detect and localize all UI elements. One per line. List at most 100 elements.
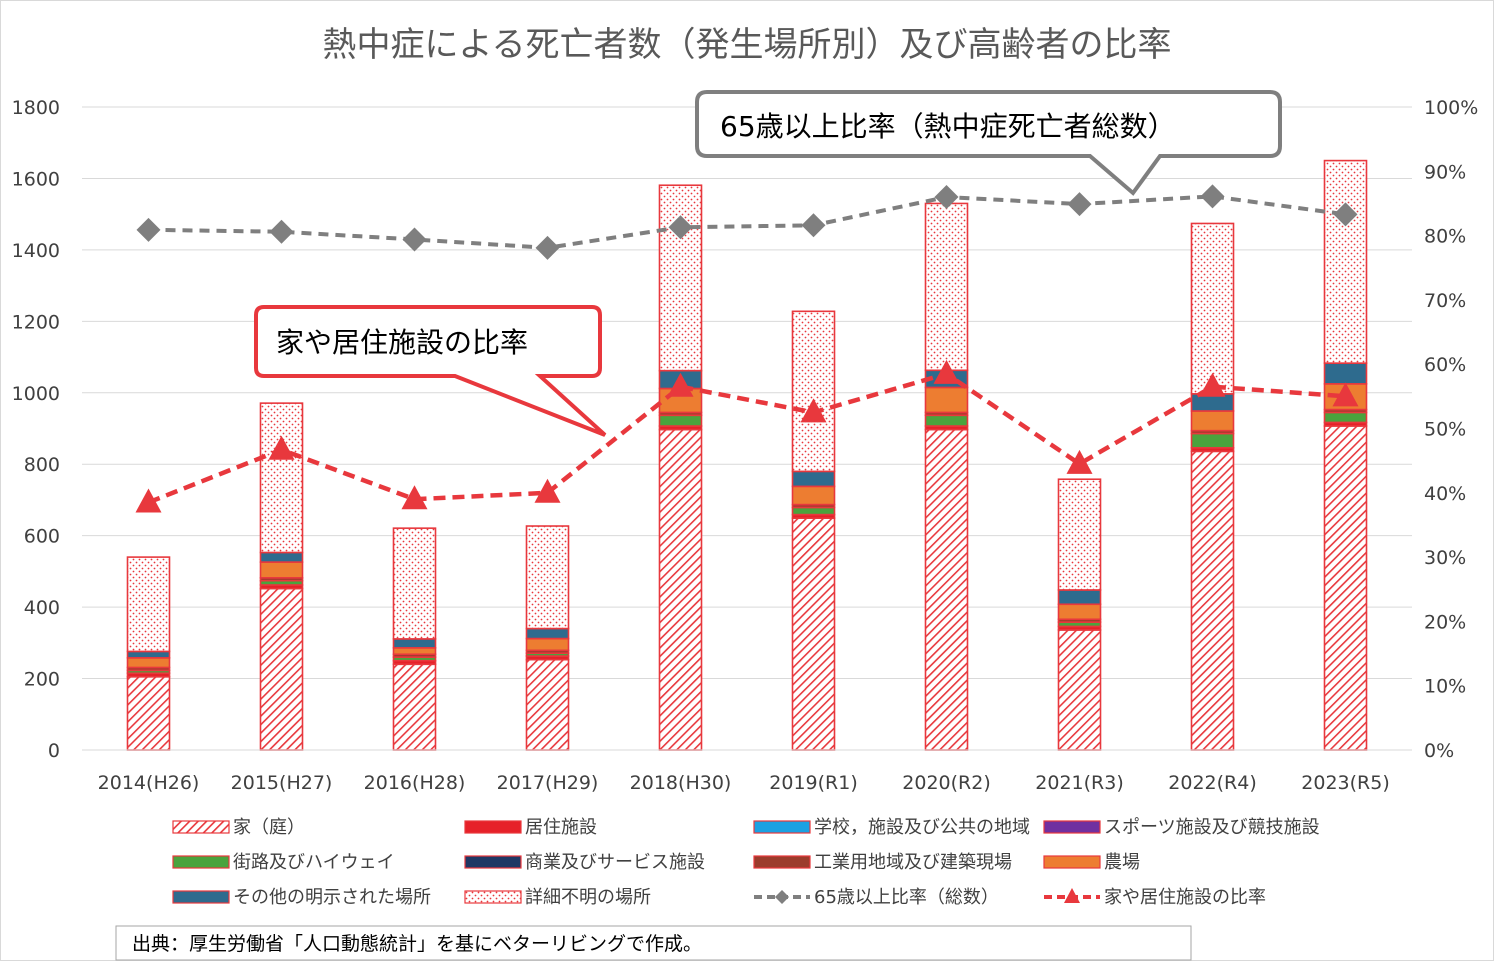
- bar-segment: [924, 414, 969, 427]
- y-tick-label: 1200: [12, 311, 60, 333]
- bar-segment: [1190, 222, 1235, 395]
- home-ratio-marker: [1066, 449, 1093, 474]
- y-tick-label: 1000: [12, 383, 60, 405]
- legend-item: 詳細不明の場所: [464, 887, 651, 908]
- bar-segment: [658, 184, 703, 372]
- home-ratio-line: [147, 371, 1346, 505]
- bar-segment: [1190, 410, 1235, 432]
- legend-swatch: [753, 855, 811, 869]
- y-tick-label: 1600: [12, 168, 60, 190]
- home-ratio-marker: [800, 398, 827, 423]
- legend-swatch: [172, 890, 230, 904]
- y2-tick-label: 70%: [1424, 290, 1466, 312]
- bar-segment: [259, 402, 304, 554]
- bar-segment: [791, 310, 836, 473]
- home-ratio-marker: [1332, 382, 1359, 407]
- home-ratio-marker: [401, 485, 428, 510]
- legend-swatch: [1043, 855, 1101, 869]
- x-tick-label: 2020(R2): [902, 772, 990, 794]
- legend-item: 居住施設: [464, 817, 597, 838]
- y-tick-label: 200: [24, 669, 60, 691]
- legend-item: 工業用地域及び建築現場: [753, 852, 1012, 873]
- legend-swatch: [1043, 820, 1101, 834]
- legend-label: 工業用地域及び建築現場: [814, 852, 1012, 873]
- y-tick-label: 600: [24, 526, 60, 548]
- legend-item: スポーツ施設及び競技施設: [1043, 817, 1320, 838]
- bar-segment: [525, 627, 570, 640]
- callout-home-ratio: 家や居住施設の比率: [254, 305, 607, 437]
- bar-segment: [525, 525, 570, 630]
- legend-label: 家や居住施設の比率: [1104, 887, 1266, 908]
- x-tick-label: 2021(R3): [1035, 772, 1123, 794]
- legend-triangle-marker: [1064, 888, 1080, 903]
- bar-segment: [1057, 629, 1102, 751]
- legend-label: 居住施設: [525, 817, 597, 838]
- bar-segment: [392, 647, 437, 656]
- y2-tick-label: 40%: [1424, 483, 1466, 505]
- legend-item: その他の明示された場所: [172, 887, 431, 908]
- elderly-ratio-marker: [1200, 184, 1225, 209]
- y2-tick-label: 20%: [1424, 611, 1466, 633]
- x-tick-label: 2019(R1): [769, 772, 857, 794]
- bar-segment: [791, 485, 836, 506]
- callout-home-ratio-text: 家や居住施設の比率: [276, 326, 528, 359]
- y-tick-label: 1400: [12, 240, 60, 262]
- bar-segment: [392, 527, 437, 640]
- x-tick-label: 2015(H27): [231, 772, 333, 794]
- legend-item: 街路及びハイウェイ: [172, 852, 395, 873]
- bar-segment: [1190, 450, 1235, 751]
- elderly-ratio-marker: [535, 235, 560, 260]
- legend-item: 65歳以上比率（総数）: [754, 887, 999, 908]
- bar-segment: [1323, 411, 1368, 424]
- legend-label: 農場: [1104, 852, 1140, 873]
- ratio-lines: [135, 184, 1359, 513]
- x-tick-label: 2016(H28): [364, 772, 466, 794]
- bar-segment: [525, 658, 570, 751]
- bar-segment: [126, 657, 171, 669]
- legend-swatch: [753, 820, 811, 834]
- bar-segment: [259, 551, 304, 563]
- y2-tick-label: 100%: [1424, 97, 1478, 119]
- legend-label: 家（庭）: [233, 817, 305, 838]
- x-tick-label: 2018(H30): [630, 772, 732, 794]
- bar-segment: [1057, 589, 1102, 606]
- y2-tick-label: 0%: [1424, 740, 1454, 762]
- legend-item: 学校，施設及び公共の地域: [753, 817, 1030, 838]
- bar-segment: [791, 506, 836, 516]
- y-tick-label: 800: [24, 454, 60, 476]
- bar-segment: [924, 428, 969, 751]
- elderly-ratio-marker: [136, 217, 161, 242]
- elderly-ratio-marker: [801, 213, 826, 238]
- y2-tick-label: 30%: [1424, 547, 1466, 569]
- bar-segment: [1057, 478, 1102, 591]
- bar-segment: [126, 556, 171, 653]
- bar-segment: [924, 386, 969, 414]
- y-axis-left: 0 200 400 600 800 1000 1200 1400 1600 1800: [12, 97, 60, 762]
- bar-segment: [259, 561, 304, 579]
- source-note: 出典：厚生労働省「人口動態統計」を基にベターリビングで作成。: [132, 933, 702, 955]
- chart-title: 熱中症による死亡者数（発生場所別）及び高齢者の比率: [323, 25, 1172, 65]
- home-ratio-marker: [268, 435, 295, 460]
- y2-tick-label: 10%: [1424, 676, 1466, 698]
- y-axis-right: 0% 10% 20% 30% 40% 50% 60% 70% 80% 90% 100%: [1424, 97, 1478, 762]
- legend-swatch: [464, 890, 522, 904]
- x-tick-label: 2023(R5): [1301, 772, 1389, 794]
- callout-elderly-ratio: 65歳以上比率（熱中症死亡者総数）: [695, 90, 1282, 196]
- elderly-ratio-marker: [668, 215, 693, 240]
- bar-segment: [392, 638, 437, 649]
- legend-diamond-marker: [775, 890, 789, 904]
- elderly-ratio-marker: [1333, 202, 1358, 227]
- legend-label: 学校，施設及び公共の地域: [814, 817, 1030, 838]
- y-tick-label: 1800: [12, 97, 60, 119]
- home-ratio-marker: [667, 372, 694, 397]
- legend-label: スポーツ施設及び競技施設: [1104, 817, 1320, 838]
- bar-segment: [259, 587, 304, 751]
- home-ratio-marker: [933, 359, 960, 384]
- legend-item: 家や居住施設の比率: [1044, 887, 1266, 908]
- legend-label: その他の明示された場所: [233, 887, 431, 908]
- bar-segment: [1323, 362, 1368, 385]
- y2-tick-label: 60%: [1424, 354, 1466, 376]
- stacked-bars: [126, 159, 1368, 751]
